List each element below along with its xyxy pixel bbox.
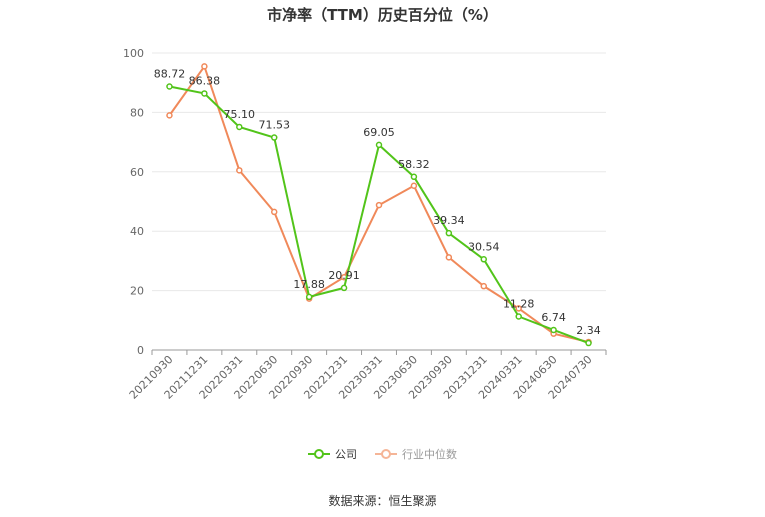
data-label: 6.74	[541, 311, 566, 324]
y-tick-label: 0	[137, 344, 144, 357]
data-point-company	[410, 173, 418, 181]
data-point-company	[550, 326, 557, 334]
data-label: 75.10	[224, 108, 256, 121]
y-tick-label: 60	[130, 166, 144, 179]
data-point-company	[201, 90, 208, 97]
data-point-industry	[480, 282, 488, 290]
legend-item-company[interactable]: 公司	[308, 446, 357, 462]
data-point-industry	[201, 63, 208, 70]
y-tick-label: 100	[123, 47, 144, 60]
data-point-company	[270, 134, 278, 141]
data-label: 39.34	[433, 214, 465, 227]
source-note: 数据来源：恒生聚源	[328, 494, 437, 508]
legend-company-icon	[308, 449, 330, 459]
data-point-industry	[410, 182, 418, 190]
data-point-company	[445, 229, 453, 237]
data-label: 20.91	[328, 269, 360, 282]
legend-label-company: 公司	[335, 448, 357, 461]
data-point-company	[166, 83, 173, 90]
data-label: 2.34	[576, 324, 601, 337]
data-point-company	[375, 141, 383, 149]
legend-label-industry: 行业中位数	[402, 448, 457, 461]
data-point-industry	[445, 254, 453, 261]
data-label: 11.28	[503, 297, 535, 310]
data-point-company	[305, 293, 313, 301]
y-tick-label: 40	[130, 225, 144, 238]
data-label: 30.54	[468, 240, 500, 253]
data-label: 69.05	[363, 126, 395, 139]
chart-title: 市净率（TTM）历史百分位（%）	[267, 6, 498, 24]
legend-item-industry[interactable]: 行业中位数	[375, 446, 457, 462]
data-label: 71.53	[258, 119, 290, 132]
data-point-industry	[375, 201, 383, 209]
data-point-company	[340, 284, 348, 292]
data-point-company	[585, 339, 592, 347]
data-label: 17.88	[293, 278, 325, 291]
data-point-company	[480, 256, 488, 263]
legend-industry-icon	[375, 449, 397, 459]
data-point-industry	[515, 305, 522, 312]
data-point-industry	[270, 208, 278, 216]
data-point-company	[236, 123, 243, 131]
data-label: 88.72	[154, 68, 186, 81]
data-point-industry	[166, 112, 173, 119]
data-label: 86.38	[189, 74, 221, 87]
data-point-industry	[236, 167, 243, 174]
legend: 公司 行业中位数	[0, 446, 765, 462]
data-label: 58.32	[398, 158, 430, 171]
y-tick-label: 20	[130, 285, 144, 298]
data-point-company	[515, 313, 522, 320]
y-tick-label: 80	[130, 106, 144, 119]
